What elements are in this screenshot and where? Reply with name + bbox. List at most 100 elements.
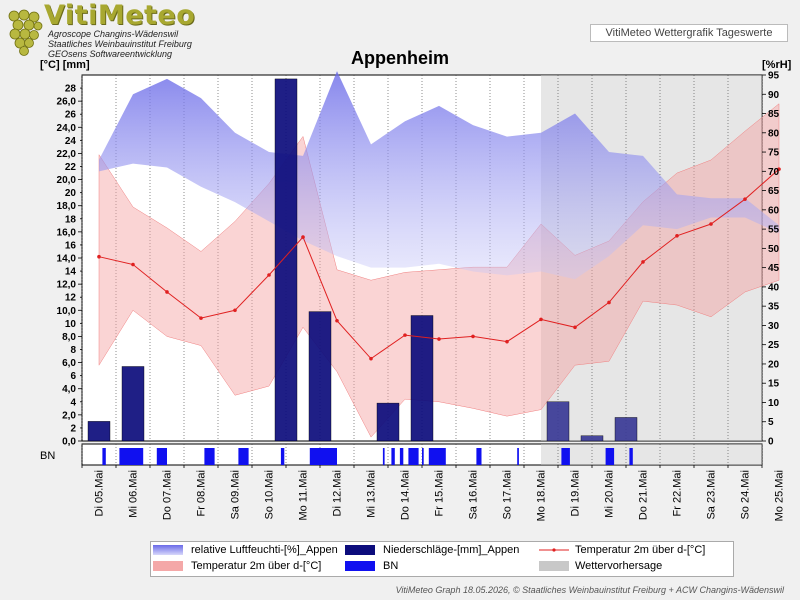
y-right-tick-label: 35 (768, 302, 780, 313)
bn-segment (422, 448, 424, 465)
y-right-tick-label: 90 (768, 90, 780, 101)
temperature-point (301, 235, 305, 239)
y-right-tick-label: 85 (768, 109, 780, 120)
legend-label-precipitation: Niederschläge-[mm]_Appen (383, 544, 520, 556)
x-tick-label: Do 14.Mai (399, 470, 411, 520)
bn-segment (561, 448, 570, 465)
temperature-line (97, 167, 781, 361)
chart-title: Appenheim (350, 48, 449, 68)
y-right-tick-label: 0 (768, 437, 774, 448)
temperature-point (131, 262, 135, 267)
y-left-tick-label: 12 (65, 293, 77, 304)
bn-segment (428, 448, 446, 465)
x-tick-label: Mi 20.Mai (603, 470, 615, 518)
y-left-tick-label: 20,0 (57, 175, 77, 186)
axes: 0,022,044,066,088,01010,01212,01414,0161… (57, 71, 786, 522)
forecast-shading-bn (541, 444, 762, 465)
graph-type-label: VitiMeteo Wettergrafik Tageswerte (590, 24, 788, 42)
precipitation-bar (614, 417, 638, 442)
temperature-point (675, 233, 679, 238)
y-axis-label-left: [°C] [mm] (40, 59, 90, 71)
y-right-tick-label: 55 (768, 225, 780, 236)
x-tick-label: Mo 25.Mai (773, 470, 785, 521)
x-tick-label: Di 19.Mai (569, 470, 581, 516)
y-right-tick-label: 80 (768, 128, 780, 139)
legend-label-temperature-line: Temperatur 2m über d-[°C] (575, 544, 706, 556)
temperature-point (641, 260, 645, 264)
y-left-tick-label: 24,0 (57, 123, 77, 134)
y-right-tick-label: 20 (768, 359, 780, 370)
precipitation-bar (410, 315, 434, 442)
x-tick-label: Do 07.Mai (161, 470, 173, 520)
temperature-point (573, 325, 577, 330)
x-tick-label: Mi 13.Mai (365, 470, 377, 518)
legend-swatch-precipitation (345, 545, 375, 555)
grapes-icon (8, 9, 43, 56)
y-left-tick-label: 20 (65, 188, 77, 199)
temperature-point (233, 308, 237, 313)
x-tick-label: So 24.Mai (739, 470, 751, 520)
bn-axis-label: BN (40, 450, 55, 462)
bn-segment (391, 448, 395, 465)
temperature-point (471, 334, 475, 339)
y-right-tick-label: 70 (768, 167, 780, 178)
temperature-point (165, 290, 169, 294)
x-tick-label: Sa 23.Mai (705, 470, 717, 520)
y-left-tick-label: 8 (70, 345, 76, 356)
legend-label-forecast: Wettervorhersage (575, 560, 663, 572)
x-tick-label: Mi 06.Mai (127, 470, 139, 518)
y-left-tick-label: 26 (65, 110, 77, 121)
legend: relative Luftfeuchti-[%]_Appen Niedersch… (150, 541, 734, 577)
bn-segment (102, 448, 106, 465)
bn-segment (605, 448, 615, 465)
x-tick-label: Do 21.Mai (637, 470, 649, 520)
y-left-tick-label: 12,0 (57, 280, 77, 291)
temperature-point (539, 317, 543, 322)
legend-label-bn: BN (383, 560, 399, 572)
y-right-tick-label: 60 (768, 205, 780, 216)
y-right-tick-label: 45 (768, 263, 780, 274)
y-right-tick-label: 25 (768, 340, 780, 351)
legend-swatch-humidity (153, 545, 183, 555)
x-tick-label: Mo 18.Mai (535, 470, 547, 521)
y-right-tick-label: 50 (768, 244, 780, 255)
y-right-tick-label: 5 (768, 417, 774, 428)
x-tick-label: Di 12.Mai (331, 470, 343, 516)
bn-segment (629, 448, 633, 465)
x-tick-label: Sa 09.Mai (229, 470, 241, 520)
footer-credits: VitiMeteo Graph 18.05.2026, © Staatliche… (395, 585, 784, 595)
x-tick-label: Fr 22.Mai (671, 470, 683, 516)
y-right-tick-label: 10 (768, 398, 780, 409)
x-tick-label: Fr 08.Mai (195, 470, 207, 516)
temperature-point (199, 316, 203, 320)
temperature-point (607, 300, 611, 305)
y-left-tick-label: 18 (65, 214, 77, 225)
x-tick-label: So 17.Mai (501, 470, 513, 520)
bn-segment (399, 448, 404, 465)
y-left-tick-label: 10 (65, 319, 77, 330)
y-left-tick-label: 4,0 (62, 384, 76, 395)
y-right-tick-label: 95 (768, 71, 780, 82)
precipitation-bars (87, 78, 638, 442)
y-left-tick-label: 16,0 (57, 227, 77, 238)
precipitation-bar (308, 311, 332, 442)
bn-segment (476, 448, 482, 465)
y-left-tick-label: 2 (70, 423, 76, 434)
y-axis-label-right: [%rH] (762, 59, 792, 71)
logo-subtitle: Agroscope Changins-Wädenswil (48, 29, 179, 39)
temperature-point (743, 197, 747, 201)
y-left-tick-label: 6 (70, 371, 76, 382)
x-tick-label: Mo 11.Mai (297, 470, 309, 521)
x-tick-label: Sa 16.Mai (467, 470, 479, 520)
temperature-point (777, 167, 781, 171)
temperature-point (437, 337, 441, 341)
y-left-tick-label: 14 (65, 267, 77, 278)
temperature-point (369, 356, 373, 361)
bn-segment (204, 448, 215, 465)
y-left-tick-label: 28 (65, 84, 77, 95)
y-left-tick-label: 0,0 (62, 437, 76, 448)
bn-segment (119, 448, 144, 465)
legend-swatch-forecast (539, 561, 569, 571)
y-right-tick-label: 15 (768, 379, 780, 390)
bn-segment (309, 448, 337, 465)
